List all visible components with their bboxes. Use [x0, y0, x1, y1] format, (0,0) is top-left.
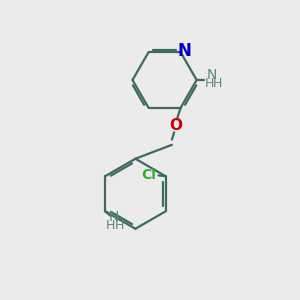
Text: Cl: Cl [141, 168, 156, 182]
Text: O: O [169, 118, 182, 134]
Text: N: N [109, 210, 119, 224]
Text: H: H [213, 77, 222, 90]
Text: H: H [205, 77, 214, 90]
Text: N: N [207, 68, 217, 82]
Text: H: H [106, 219, 115, 232]
Text: H: H [114, 219, 124, 232]
Text: N: N [177, 42, 191, 60]
